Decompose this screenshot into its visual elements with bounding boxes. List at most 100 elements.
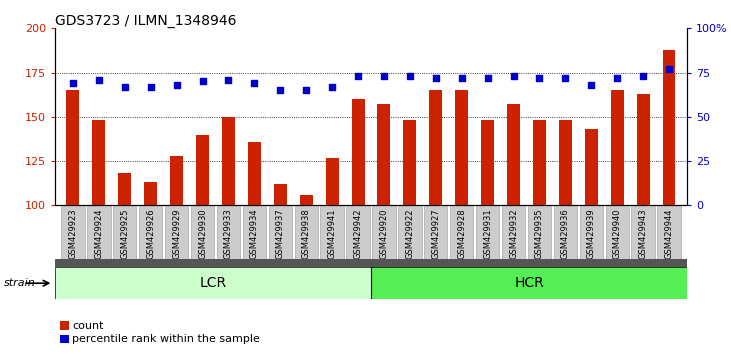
Bar [352,99,365,205]
Bar [533,120,546,205]
Bar [455,90,468,205]
Text: GSM429944: GSM429944 [664,208,673,258]
Point [378,73,390,79]
FancyBboxPatch shape [502,206,525,259]
Bar [196,135,209,205]
Text: GSM429937: GSM429937 [276,208,285,259]
Text: GDS3723 / ILMN_1348946: GDS3723 / ILMN_1348946 [55,14,236,28]
Text: GSM429927: GSM429927 [431,208,440,259]
Text: GSM429929: GSM429929 [172,208,181,258]
FancyBboxPatch shape [398,206,422,259]
Point [171,82,183,88]
FancyBboxPatch shape [268,206,292,259]
Point [145,84,156,90]
Point [223,77,235,82]
Text: GSM429942: GSM429942 [354,208,363,258]
Bar [371,267,687,299]
FancyBboxPatch shape [139,206,162,259]
FancyBboxPatch shape [165,206,189,259]
Text: GSM429930: GSM429930 [198,208,207,259]
Point [67,80,79,86]
Bar [274,184,287,205]
FancyBboxPatch shape [450,206,474,259]
FancyBboxPatch shape [191,206,214,259]
Point [482,75,493,81]
FancyBboxPatch shape [372,206,395,259]
Text: GSM429934: GSM429934 [250,208,259,259]
Point [249,80,260,86]
Point [663,66,675,72]
Text: strain: strain [4,278,35,288]
Text: GSM429931: GSM429931 [483,208,492,259]
Point [430,75,442,81]
FancyBboxPatch shape [87,206,110,259]
Bar [248,142,261,205]
Bar [300,195,313,205]
Text: percentile rank within the sample: percentile rank within the sample [72,334,260,344]
FancyBboxPatch shape [424,206,447,259]
Bar [507,104,520,205]
Point [534,75,545,81]
FancyBboxPatch shape [476,206,499,259]
Text: GSM429938: GSM429938 [302,208,311,259]
Bar [377,104,390,205]
Point [637,73,649,79]
FancyBboxPatch shape [632,206,655,259]
Bar [404,120,417,205]
FancyBboxPatch shape [243,206,266,259]
Bar [610,90,624,205]
Bar [429,90,442,205]
Bar [662,50,675,205]
Text: GSM429922: GSM429922 [406,208,414,258]
FancyBboxPatch shape [346,206,370,259]
Text: GSM429926: GSM429926 [146,208,155,259]
Bar [92,120,105,205]
Text: GSM429932: GSM429932 [509,208,518,259]
FancyBboxPatch shape [528,206,551,259]
Text: count: count [72,321,104,331]
Text: GSM429925: GSM429925 [121,208,129,258]
FancyBboxPatch shape [320,206,344,259]
Text: GSM429939: GSM429939 [587,208,596,259]
Point [274,87,286,93]
FancyBboxPatch shape [605,206,629,259]
FancyBboxPatch shape [113,206,137,259]
Text: GSM429940: GSM429940 [613,208,621,258]
FancyBboxPatch shape [580,206,603,259]
Point [119,84,131,90]
FancyBboxPatch shape [295,206,318,259]
FancyBboxPatch shape [657,206,681,259]
Bar [222,117,235,205]
Point [93,77,105,82]
Text: GSM429928: GSM429928 [457,208,466,259]
Point [300,87,312,93]
Text: GSM429933: GSM429933 [224,208,233,259]
Bar [637,94,650,205]
FancyBboxPatch shape [553,206,577,259]
Bar [118,173,132,205]
Point [404,73,416,79]
Text: GSM429943: GSM429943 [639,208,648,259]
Text: GSM429936: GSM429936 [561,208,570,259]
Bar [325,158,338,205]
Text: GSM429935: GSM429935 [535,208,544,259]
Bar [67,90,80,205]
Bar [144,182,157,205]
Bar [55,267,371,299]
Bar [559,120,572,205]
Text: GSM429924: GSM429924 [94,208,103,258]
Bar [585,129,598,205]
Point [197,79,208,84]
Bar [170,156,183,205]
Point [611,75,623,81]
Point [507,73,519,79]
Point [352,73,364,79]
FancyBboxPatch shape [217,206,240,259]
Point [586,82,597,88]
Text: GSM429941: GSM429941 [327,208,336,258]
Text: GSM429923: GSM429923 [69,208,77,259]
Text: LCR: LCR [200,276,227,290]
Text: GSM429920: GSM429920 [379,208,388,258]
Point [559,75,571,81]
Text: HCR: HCR [514,276,544,290]
